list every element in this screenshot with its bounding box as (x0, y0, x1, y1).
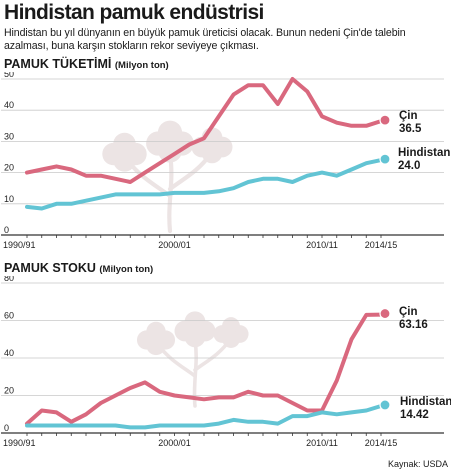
series-end-marker-1 (379, 153, 391, 165)
y-tick-label: 0 (4, 225, 9, 235)
x-tick-label: 1990/91 (3, 438, 36, 448)
series-name-label: Çin (399, 110, 418, 122)
y-tick-label: 50 (4, 72, 14, 79)
series-end-marker-1 (379, 399, 391, 411)
cotton-illustration-1 (136, 311, 249, 408)
cotton-boll-lobe (157, 120, 183, 145)
cotton-illustration-0 (102, 120, 233, 234)
cotton-boll-lobe (201, 142, 223, 164)
series-end-marker-0 (379, 114, 391, 126)
cotton-boll-lobe (222, 317, 240, 336)
y-tick-label: 40 (4, 348, 14, 358)
chart-1-unit: (Milyon ton) (114, 60, 169, 71)
chart-2-title: PAMUK STOKU (4, 261, 96, 275)
cotton-boll (136, 321, 176, 356)
cotton-boll-lobe (113, 132, 136, 156)
cotton-boll (146, 120, 194, 163)
cotton-boll-lobe (146, 335, 166, 356)
cotton-boll-lobe (222, 330, 240, 348)
cotton-boll-lobe (113, 149, 136, 172)
series-line-0 (25, 77, 383, 184)
cotton-boll (213, 317, 249, 348)
consumption-chart: 0 10 20 30 40 50 1990/91 2000/01 2010/11 2014/15 Ç… (1, 72, 450, 250)
series-name-label: Çin (399, 306, 418, 318)
x-tick-label: 1990/91 (3, 240, 36, 250)
x-tick-label: 2014/15 (365, 438, 398, 448)
y-tick-label: 20 (4, 163, 14, 173)
x-tick-label: 2000/01 (158, 240, 191, 250)
chart-2-unit: (Milyon ton) (99, 264, 154, 275)
series-value-label: 36.5 (399, 123, 422, 135)
series-value-label: 14.42 (400, 409, 429, 421)
y-tick-label: 20 (4, 386, 14, 396)
x-tick-label: 2000/01 (158, 438, 191, 448)
x-tick-label: 2014/15 (365, 240, 398, 250)
chart-1-title-block: PAMUK TÜKETİMİ (Milyon ton) (4, 57, 169, 71)
source-note: Kaynak: USDA (387, 459, 448, 469)
y-tick-label: 40 (4, 100, 14, 110)
cotton-boll-lobe (184, 311, 206, 333)
page-subtitle: Hindistan bu yıl dünyanın en büyük pamuk… (4, 27, 406, 52)
series-name-label: Hindistan (398, 147, 450, 159)
y-tick-label: 10 (4, 194, 14, 204)
y-tick-label: 0 (4, 423, 9, 433)
series-name-label: Hindistan (400, 396, 451, 408)
series-line-1 (25, 158, 383, 211)
cotton-boll-lobe (184, 326, 206, 348)
y-tick-label: 60 (4, 311, 14, 321)
stock-chart: 0 20 40 60 80 1990/91 2000/01 2010/11 2014/15 Çin… (1, 276, 451, 448)
chart-1-title: PAMUK TÜKETİMİ (4, 57, 112, 71)
series-end-marker-0 (379, 307, 391, 320)
cotton-boll (174, 311, 216, 348)
series-line-1 (25, 404, 383, 430)
series-value-label: 24.0 (398, 160, 420, 172)
cotton-boll-lobe (157, 138, 183, 163)
chart-2-title-block: PAMUK STOKU (Milyon ton) (4, 261, 153, 275)
page-title: Hindistan pamuk endüstrisi (4, 1, 264, 24)
y-tick-label: 80 (4, 276, 14, 283)
series-value-label: 63.16 (399, 319, 428, 331)
x-tick-label: 2010/11 (306, 438, 338, 448)
cotton-boll (191, 127, 233, 164)
cotton-boll-lobe (146, 321, 166, 342)
y-tick-label: 30 (4, 131, 14, 141)
x-tick-label: 2010/11 (306, 240, 338, 250)
cotton-boll (102, 132, 147, 172)
